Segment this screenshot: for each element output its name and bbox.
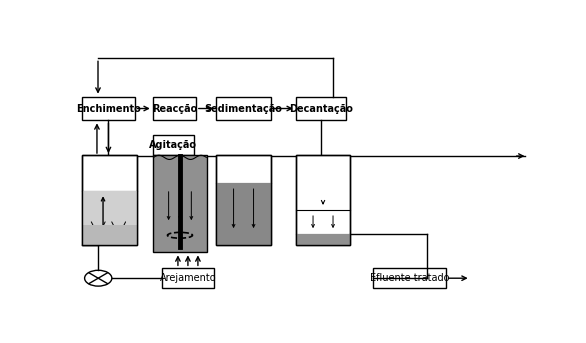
Text: Arejamento: Arejamento — [159, 273, 216, 283]
Bar — [296, 234, 350, 245]
Bar — [216, 155, 271, 245]
Text: Enchimento: Enchimento — [76, 104, 141, 114]
Text: Sedimentação: Sedimentação — [205, 104, 282, 114]
Bar — [153, 97, 196, 120]
Bar — [82, 155, 137, 245]
Text: Efluente tratado: Efluente tratado — [370, 273, 449, 283]
Bar — [216, 97, 271, 120]
Text: Agitação: Agitação — [149, 140, 197, 150]
Bar — [162, 268, 214, 288]
Bar — [82, 97, 135, 120]
Bar — [296, 155, 350, 245]
Bar — [82, 155, 137, 245]
Text: Reacção: Reacção — [152, 104, 197, 114]
Bar — [153, 135, 193, 155]
Bar — [216, 184, 271, 245]
Bar — [296, 155, 350, 245]
Bar — [82, 191, 137, 245]
Bar — [153, 155, 207, 252]
Text: Decantação: Decantação — [289, 104, 353, 114]
Bar — [82, 225, 137, 245]
Bar — [373, 268, 446, 288]
Bar — [296, 97, 346, 120]
Bar — [216, 155, 271, 245]
